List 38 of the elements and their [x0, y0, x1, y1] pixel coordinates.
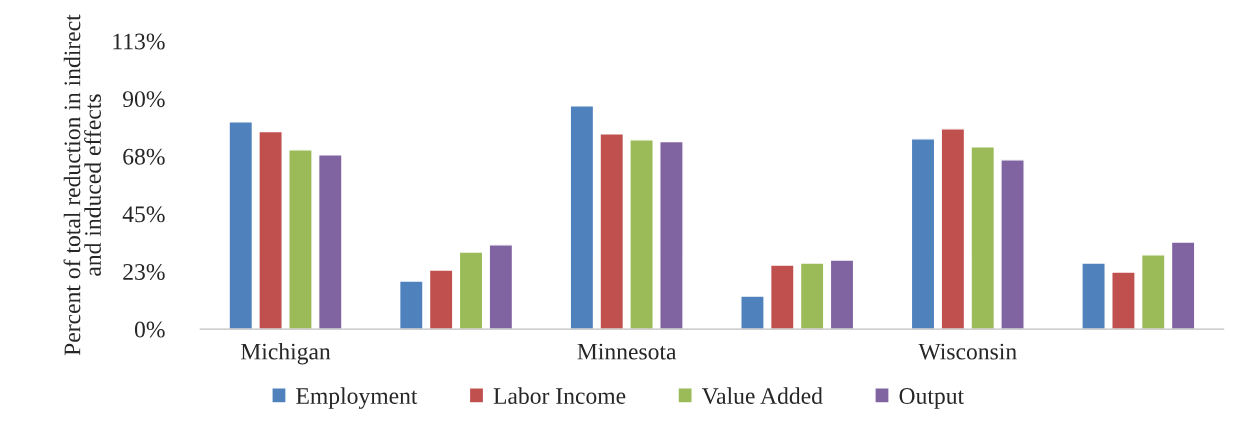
bar	[398, 280, 424, 330]
bar	[599, 133, 625, 330]
legend-label: Output	[899, 388, 964, 409]
y-tick-label: 23%	[123, 263, 165, 280]
legend-label: Employment	[296, 387, 418, 409]
bar	[228, 120, 254, 330]
bar	[1000, 159, 1025, 330]
legend-label: Value Added	[701, 387, 823, 405]
legend-label: Labor Income	[493, 387, 626, 404]
bar	[458, 251, 484, 330]
bar	[569, 105, 595, 330]
bar	[488, 244, 514, 330]
bar	[428, 269, 454, 330]
x-tick-label: Minnesota	[577, 343, 677, 360]
bar	[1111, 271, 1136, 330]
y-tick-label: 0%	[134, 321, 165, 338]
x-tick-label: Wisconsin	[918, 343, 1017, 360]
bar	[829, 259, 855, 330]
bar	[970, 146, 996, 330]
x-tick-label: Michigan	[240, 342, 331, 365]
bar	[769, 264, 795, 330]
bar	[317, 154, 343, 330]
bar	[659, 140, 684, 330]
bar	[910, 138, 936, 330]
bar	[258, 130, 283, 330]
y-tick-label: 68%	[123, 148, 165, 165]
bar	[288, 149, 313, 330]
bar	[799, 262, 825, 330]
y-tick-label: 45%	[122, 206, 165, 223]
y-axis-title: Percent of total reduction in indirect and induced effects	[63, 14, 101, 356]
y-tick-label: 113%	[113, 33, 165, 50]
bar	[940, 128, 966, 330]
bar	[1081, 262, 1106, 330]
bar	[740, 295, 765, 330]
bar	[629, 139, 654, 330]
y-tick-label: 90%	[122, 91, 165, 108]
bar	[1140, 254, 1166, 330]
bar	[1170, 241, 1196, 330]
